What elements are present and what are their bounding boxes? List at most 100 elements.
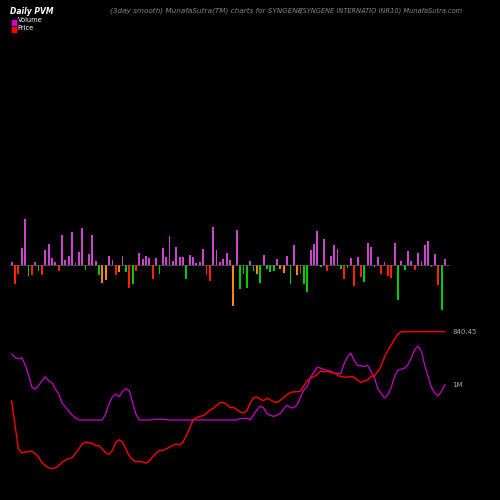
Bar: [98, 265, 100, 276]
Bar: [84, 265, 86, 270]
Bar: [390, 265, 392, 278]
Bar: [326, 265, 328, 270]
Bar: [11, 262, 13, 265]
Bar: [360, 265, 362, 278]
Bar: [249, 262, 251, 265]
Bar: [293, 244, 294, 265]
Bar: [323, 239, 325, 265]
Text: 1M: 1M: [452, 382, 463, 388]
Bar: [102, 265, 103, 283]
Bar: [222, 259, 224, 265]
Text: 840.45: 840.45: [452, 328, 477, 334]
Bar: [260, 265, 261, 282]
Bar: [219, 262, 221, 265]
Bar: [242, 265, 244, 274]
Bar: [374, 265, 376, 267]
Bar: [128, 265, 130, 288]
Bar: [105, 265, 106, 280]
Bar: [88, 254, 90, 265]
Bar: [202, 249, 204, 265]
Bar: [400, 262, 402, 265]
Bar: [239, 265, 241, 288]
Bar: [94, 262, 96, 265]
Bar: [118, 265, 120, 272]
Bar: [158, 265, 160, 274]
Bar: [92, 236, 93, 265]
Bar: [430, 265, 432, 268]
Bar: [300, 265, 302, 274]
Bar: [21, 248, 22, 265]
Bar: [162, 248, 164, 265]
Bar: [272, 265, 274, 272]
Bar: [48, 244, 50, 265]
Bar: [356, 256, 358, 265]
Bar: [18, 265, 20, 274]
Bar: [178, 256, 180, 265]
Text: ■: ■: [10, 18, 17, 26]
Text: Daily PVM: Daily PVM: [10, 8, 54, 16]
Bar: [333, 244, 335, 265]
Bar: [199, 262, 200, 265]
Bar: [410, 262, 412, 265]
Bar: [420, 261, 422, 265]
Bar: [320, 265, 322, 268]
Bar: [370, 246, 372, 265]
Bar: [168, 236, 170, 265]
Bar: [108, 256, 110, 265]
Bar: [236, 230, 238, 265]
Bar: [232, 265, 234, 306]
Bar: [14, 265, 16, 284]
Bar: [186, 265, 188, 278]
Text: (3day smooth) MunafaSutra(TM) charts for SYNGENE: (3day smooth) MunafaSutra(TM) charts for…: [110, 8, 302, 14]
Bar: [216, 250, 218, 265]
Bar: [364, 265, 366, 282]
Bar: [330, 256, 332, 265]
Bar: [427, 240, 429, 265]
Bar: [196, 263, 198, 265]
Bar: [280, 265, 281, 269]
Bar: [354, 265, 355, 286]
Bar: [209, 265, 211, 280]
Bar: [148, 258, 150, 265]
Bar: [74, 263, 76, 265]
Bar: [266, 265, 268, 268]
Bar: [424, 246, 426, 265]
Bar: [350, 258, 352, 265]
Bar: [145, 256, 147, 265]
Bar: [262, 256, 264, 265]
Bar: [24, 219, 26, 265]
Bar: [340, 265, 342, 269]
Bar: [336, 248, 338, 265]
Bar: [58, 265, 59, 271]
Bar: [296, 265, 298, 276]
Text: (SYNGENE INTERNATIO INR10) MunafaSutra.com: (SYNGENE INTERNATIO INR10) MunafaSutra.c…: [300, 8, 462, 14]
Bar: [380, 265, 382, 274]
Bar: [246, 265, 248, 288]
Bar: [68, 256, 70, 265]
Bar: [192, 257, 194, 265]
Text: Volume: Volume: [18, 17, 42, 23]
Bar: [112, 260, 114, 265]
Bar: [51, 258, 53, 265]
Bar: [61, 236, 63, 265]
Bar: [367, 243, 368, 265]
Bar: [229, 260, 231, 265]
Bar: [71, 232, 73, 265]
Bar: [138, 254, 140, 265]
Bar: [115, 265, 116, 274]
Bar: [122, 256, 124, 265]
Bar: [434, 254, 436, 265]
Bar: [306, 265, 308, 292]
Bar: [414, 265, 416, 270]
Bar: [82, 228, 83, 265]
Bar: [276, 259, 278, 265]
Bar: [226, 252, 228, 265]
Bar: [377, 257, 378, 265]
Bar: [172, 261, 174, 265]
Bar: [142, 260, 144, 265]
Bar: [182, 256, 184, 265]
Bar: [125, 265, 127, 272]
Text: Price: Price: [18, 24, 34, 30]
Bar: [152, 265, 154, 280]
Bar: [283, 265, 284, 273]
